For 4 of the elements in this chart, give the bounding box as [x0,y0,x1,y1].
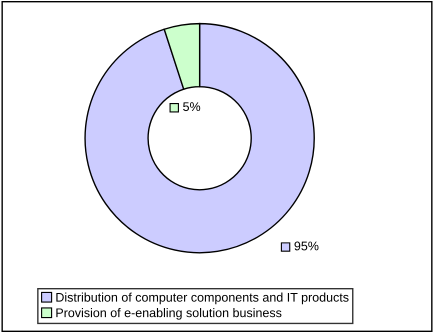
data-label: 95% [294,242,318,250]
legend-label: Distribution of computer components and IT products [56,292,349,304]
data-label: 5% [183,102,200,112]
legend-label: Provision of e-enabling solution business [56,308,282,320]
